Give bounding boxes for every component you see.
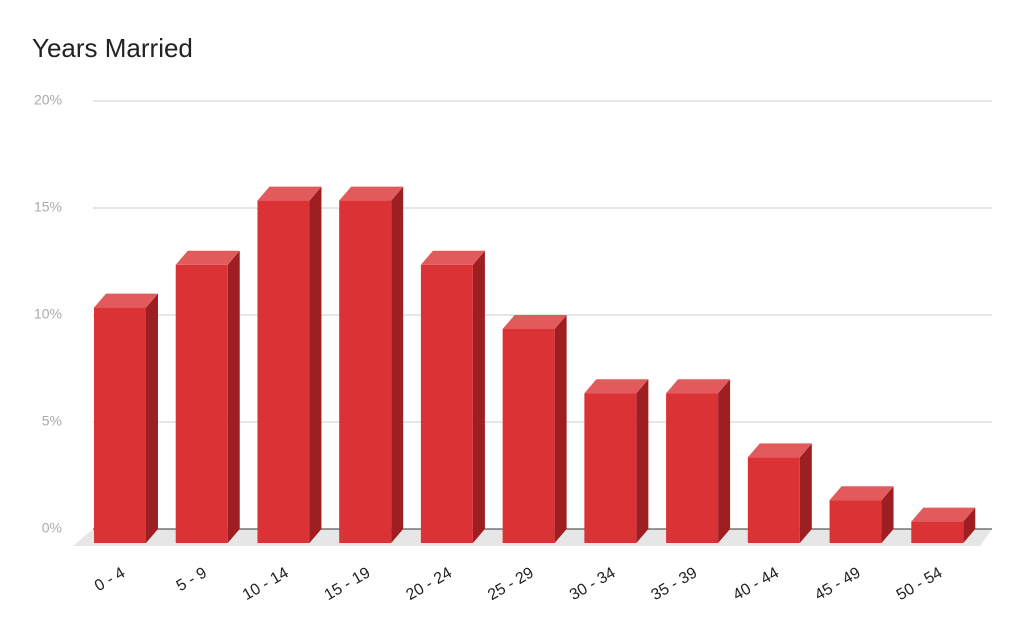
bar-top (94, 293, 158, 308)
y-tick-label: 5% (42, 413, 62, 429)
bar-side (146, 293, 158, 543)
bar-top (911, 507, 976, 522)
bar-side (718, 379, 731, 543)
bar (584, 379, 649, 543)
bar-front (94, 307, 146, 543)
chart-title: Years Married (32, 33, 193, 63)
bar-side (881, 486, 894, 543)
bar-top (666, 379, 731, 394)
bar-front (502, 329, 555, 543)
bar-top (257, 186, 322, 201)
bar-front (339, 200, 392, 543)
bar-top (829, 486, 894, 501)
x-tick-label: 20 - 24 (403, 564, 455, 604)
x-tick-label: 5 - 9 (174, 564, 210, 595)
x-tick-label: 40 - 44 (730, 564, 782, 604)
x-tick-label: 30 - 34 (567, 564, 619, 604)
bar (257, 186, 322, 543)
y-tick-label: 20% (34, 92, 62, 108)
bar (94, 293, 158, 543)
bar-front (666, 393, 719, 543)
bar-top (175, 250, 240, 265)
bar-front (257, 200, 310, 543)
y-tick-label: 0% (42, 520, 62, 536)
bar (502, 315, 567, 543)
x-tick-label: 35 - 39 (649, 564, 701, 604)
bar-side (636, 379, 649, 543)
bar-front (420, 264, 473, 543)
y-tick-label: 15% (34, 199, 62, 215)
bar (747, 443, 812, 543)
bar (829, 486, 894, 543)
bar (339, 186, 404, 543)
bar-front (584, 393, 637, 543)
bar-front (175, 264, 228, 543)
bar-top (584, 379, 649, 394)
bar-front (747, 457, 800, 543)
bar-top (339, 186, 404, 201)
bar-top (420, 250, 485, 265)
x-tick-label: 0 - 4 (92, 564, 128, 595)
bar (175, 250, 240, 544)
bar-side (472, 250, 485, 544)
bar-side (309, 186, 322, 543)
bar (666, 379, 731, 543)
bar-side (799, 443, 812, 543)
x-tick-label: 50 - 54 (894, 564, 946, 604)
x-tick-label: 45 - 49 (812, 564, 864, 604)
bar-side (227, 250, 240, 544)
x-tick-label: 25 - 29 (485, 564, 537, 604)
bar-top (747, 443, 812, 458)
bar (911, 507, 976, 543)
x-tick-label: 15 - 19 (322, 564, 374, 604)
bar-top (502, 315, 567, 329)
bar-front (829, 500, 882, 543)
bar-front (911, 521, 964, 543)
bar-side (963, 507, 976, 543)
bar-side (554, 315, 567, 543)
x-tick-label: 10 - 14 (240, 564, 292, 604)
y-tick-label: 10% (34, 306, 62, 322)
bar-side (391, 186, 404, 543)
bar (420, 250, 485, 544)
